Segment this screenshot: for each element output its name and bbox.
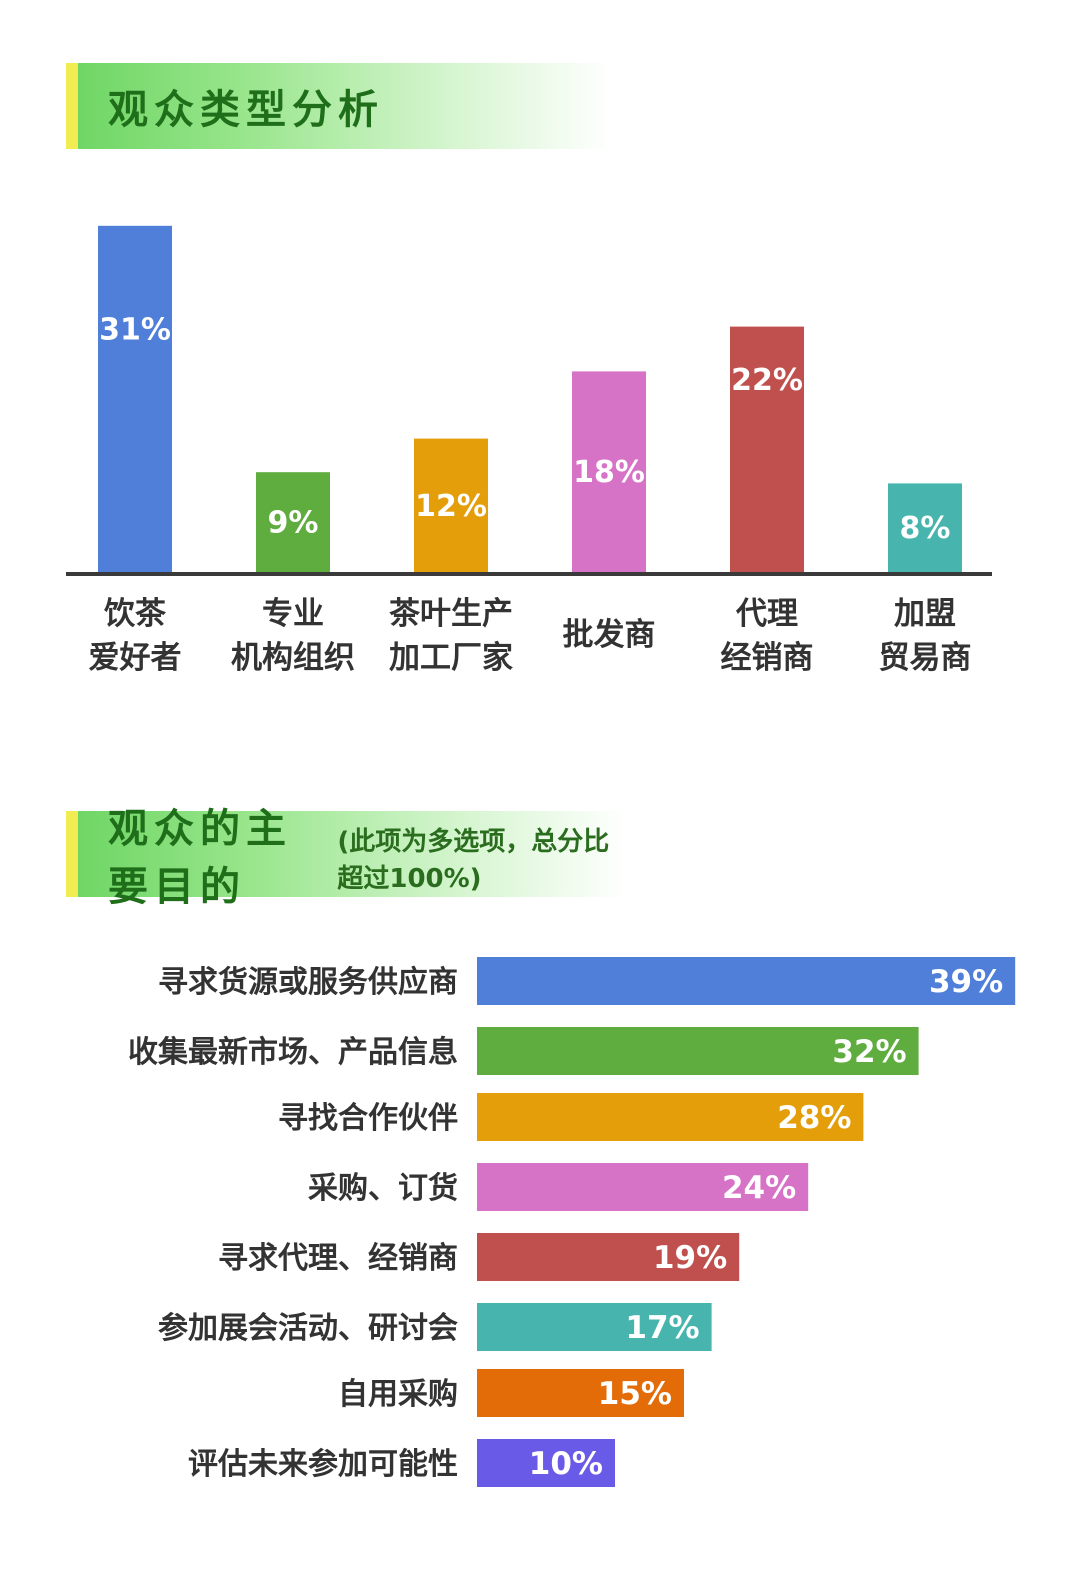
bar [477,1369,684,1417]
section-title: 观众的主要目的 [108,806,292,910]
bar [888,483,962,573]
category-label: 寻求货源或服务供应商 [158,965,458,1000]
category-label: 茶叶生产 [389,596,513,632]
bar-value-label: 9% [268,506,319,541]
bar-value-label: 24% [722,1170,796,1206]
bar-value-label: 32% [832,1034,906,1070]
bar [414,438,488,573]
category-label: 参加展会活动、研讨会 [158,1311,458,1346]
category-label: 专业 [262,596,324,632]
bar [477,957,1016,1005]
bar [477,1027,919,1075]
category-label: 收集最新市场、产品信息 [128,1035,458,1070]
category-label: 机构组织 [231,640,355,676]
category-label: 贸易商 [879,640,972,676]
bar-value-label: 28% [777,1100,851,1136]
bar-value-label: 8% [900,511,951,546]
bar-value-label: 10% [529,1446,603,1482]
category-label: 评估未来参加可能性 [188,1447,458,1482]
category-label: 经销商 [721,640,814,676]
category-label: 代理 [735,596,798,632]
bar-value-label: 18% [573,455,645,490]
category-label: 加工厂家 [389,640,513,676]
bar [477,1439,615,1487]
bar-value-label: 12% [415,489,487,524]
bar [477,1233,740,1281]
category-label: 爱好者 [89,640,182,676]
category-label: 寻找合作伙伴 [278,1101,458,1136]
bar [477,1163,809,1211]
banner-accent-stripe [66,63,78,149]
section-header-audience-type: 观众类型分析 [66,63,611,149]
bar [730,326,804,573]
category-label: 自用采购 [338,1377,458,1412]
category-label: 寻求代理、经销商 [218,1241,458,1276]
section-header-audience-purpose: 观众的主要目的 (此项为多选项，总分比超过100%) [66,806,626,910]
bar [477,1303,712,1351]
category-label: 批发商 [563,617,656,653]
banner-gradient [78,63,611,149]
banner-accent-stripe [66,811,78,897]
bar [477,1093,864,1141]
bar [98,225,172,574]
category-label: 采购、订货 [308,1171,458,1206]
bar [256,472,330,573]
section-note: (此项为多选项，总分比超过100%) [337,827,610,894]
bar-value-label: 19% [653,1240,727,1276]
bar-value-label: 15% [598,1376,672,1412]
banner-gradient [78,811,626,897]
bar-value-label: 31% [99,312,171,347]
bar-value-label: 17% [625,1310,699,1346]
bar-value-label: 39% [929,964,1003,1000]
section-title: 观众类型分析 [108,87,384,133]
bar-value-label: 22% [731,363,803,398]
bar [572,371,646,573]
category-label: 饮茶 [103,596,167,632]
category-label: 加盟 [894,596,956,632]
